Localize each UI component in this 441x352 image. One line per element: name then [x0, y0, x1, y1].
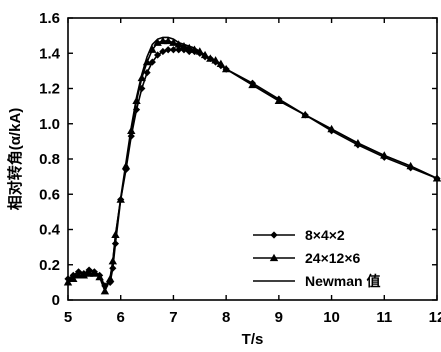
series-3 — [67, 36, 438, 290]
x-tick-label: 6 — [117, 309, 125, 326]
data-point — [179, 42, 189, 50]
legend-item: Newman 值 — [253, 273, 380, 289]
data-point — [158, 36, 168, 45]
series-line — [67, 40, 438, 294]
legend-item: 8×4×2 — [253, 227, 345, 243]
axis-ticks: 5 6 7 8 9 10 11 12 0 0.2 0.4 0.6 0.8 1.0 1.2 1.4 1.6 — [39, 10, 441, 326]
series-line — [67, 36, 438, 290]
data-point — [143, 69, 151, 77]
data-point — [175, 46, 183, 54]
data-point — [138, 84, 146, 93]
y-tick-label: 0.6 — [39, 186, 60, 203]
data-point — [100, 286, 110, 295]
y-tick-label: 0.8 — [39, 151, 60, 168]
x-tick-label: 11 — [376, 309, 392, 326]
y-tick-label: 0.4 — [39, 222, 61, 239]
legend-swatch-marker — [269, 253, 279, 262]
data-point — [63, 278, 73, 286]
x-tick-label: 12 — [429, 309, 441, 326]
x-tick-label: 7 — [169, 309, 177, 326]
data-point — [109, 264, 117, 272]
legend-label: 8×4×2 — [305, 227, 345, 243]
data-point — [164, 46, 172, 54]
data-point — [90, 269, 99, 277]
data-point — [154, 51, 162, 59]
legend-label: Newman 值 — [305, 273, 380, 289]
y-tick-label: 0.2 — [39, 257, 60, 274]
data-point — [169, 38, 178, 46]
data-point — [169, 46, 178, 54]
data-point — [148, 58, 156, 66]
legend: 8×4×2 24×12×6 Newman 值 — [253, 227, 380, 289]
x-tick-label: 9 — [275, 309, 283, 326]
y-axis-label: 相对转角(α/kA) — [6, 108, 24, 211]
x-tick-label: 8 — [222, 309, 230, 326]
data-point — [69, 274, 78, 282]
series-layer — [63, 36, 441, 295]
y-tick-label: 1.6 — [39, 10, 60, 27]
data-point — [84, 269, 94, 277]
data-point — [163, 36, 173, 45]
y-tick-label: 1.0 — [39, 116, 60, 133]
data-point — [190, 45, 199, 53]
y-tick-label: 1.2 — [39, 81, 60, 98]
y-tick-label: 0 — [52, 292, 60, 309]
y-tick-label: 1.4 — [39, 45, 61, 62]
plot-area — [67, 17, 438, 301]
legend-item: 24×12×6 — [253, 250, 360, 266]
series-2 — [63, 36, 441, 295]
data-point — [185, 43, 194, 52]
legend-label: 24×12×6 — [305, 250, 360, 266]
plot-frame — [67, 17, 438, 301]
x-tick-label: 10 — [323, 309, 340, 326]
x-tick-label: 5 — [64, 309, 72, 326]
x-axis-label: T/s — [242, 331, 264, 348]
legend-swatch-marker — [270, 231, 278, 239]
data-point — [74, 271, 83, 279]
data-point — [174, 40, 183, 48]
